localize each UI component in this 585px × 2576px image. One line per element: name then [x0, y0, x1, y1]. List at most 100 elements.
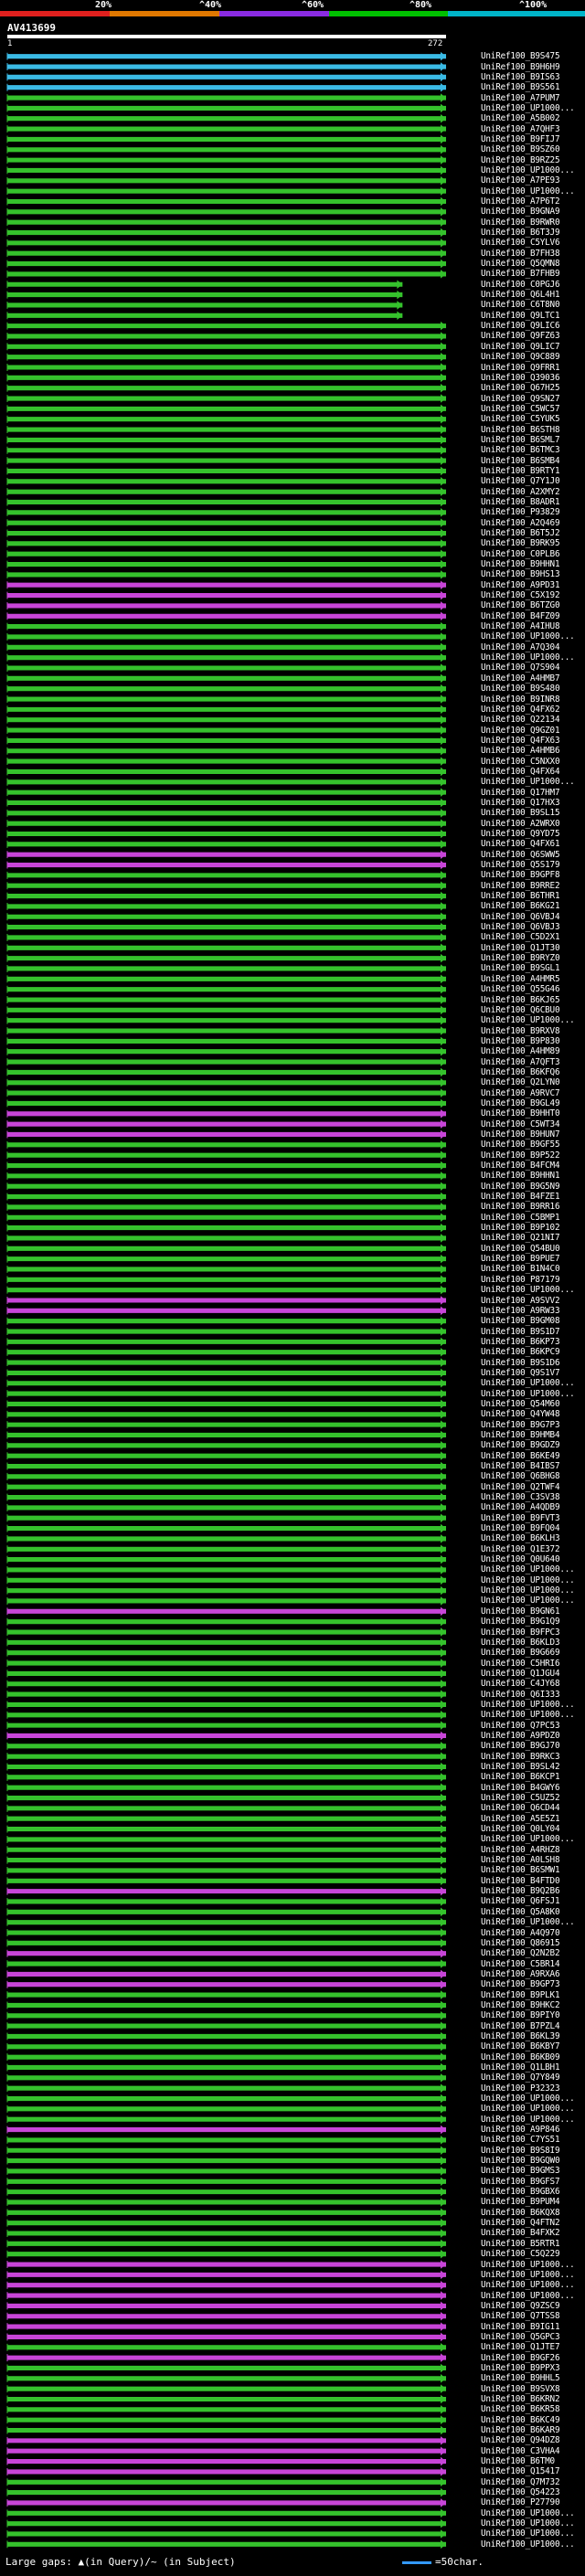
hit-label[interactable]: UniRef100_B7PZL4 [481, 2020, 560, 2031]
hit-label[interactable]: UniRef100_B4IBS7 [481, 1461, 560, 1471]
hit-label[interactable]: UniRef100_A9PD31 [481, 579, 560, 590]
hit-label[interactable]: UniRef100_UP1000... [481, 1585, 575, 1596]
hit-label[interactable]: UniRef100_B9IS63 [481, 71, 560, 82]
hit-label[interactable]: UniRef100_B9S480 [481, 684, 560, 694]
hit-label[interactable]: UniRef100_B9HUN7 [481, 1129, 560, 1140]
hit-label[interactable]: UniRef100_Q39036 [481, 372, 560, 383]
hit-label[interactable]: UniRef100_C6T8N0 [481, 300, 560, 311]
hit-label[interactable]: UniRef100_B9PLK1 [481, 1989, 560, 2000]
hit-label[interactable]: UniRef100_Q7TSS8 [481, 2311, 560, 2322]
hit-label[interactable]: UniRef100_B9GBX6 [481, 2187, 560, 2198]
hit-label[interactable]: UniRef100_B9GDZ9 [481, 1440, 560, 1451]
hit-label[interactable]: UniRef100_C5YUK5 [481, 414, 560, 425]
hit-label[interactable]: UniRef100_Q7S904 [481, 663, 560, 673]
hit-label[interactable]: UniRef100_A4IHU8 [481, 621, 560, 632]
hit-label[interactable]: UniRef100_A5B002 [481, 113, 560, 124]
hit-label[interactable]: UniRef100_B7FH38 [481, 248, 560, 259]
hit-label[interactable]: UniRef100_B9G669 [481, 1648, 560, 1659]
hit-label[interactable]: UniRef100_UP1000... [481, 1574, 575, 1585]
hit-label[interactable]: UniRef100_B4FCM4 [481, 1161, 560, 1171]
hit-label[interactable]: UniRef100_B9GN61 [481, 1606, 560, 1617]
hit-label[interactable]: UniRef100_C5D2X1 [481, 932, 560, 943]
hit-label[interactable]: UniRef100_B9GP73 [481, 1979, 560, 1990]
hit-label[interactable]: UniRef100_B6KR58 [481, 2404, 560, 2415]
hit-label[interactable]: UniRef100_B6KLH3 [481, 1533, 560, 1544]
hit-label[interactable]: UniRef100_B6KRN2 [481, 2394, 560, 2404]
hit-label[interactable]: UniRef100_B6KE49 [481, 1450, 560, 1461]
hit-label[interactable]: UniRef100_B9FPC3 [481, 1627, 560, 1638]
hit-label[interactable]: UniRef100_B9GF55 [481, 1140, 560, 1150]
hit-label[interactable]: UniRef100_Q9FZ63 [481, 331, 560, 342]
hit-label[interactable]: UniRef100_Q6CD44 [481, 1803, 560, 1814]
hit-label[interactable]: UniRef100_B9P830 [481, 1035, 560, 1046]
hit-label[interactable]: UniRef100_C5BMP1 [481, 1212, 560, 1223]
hit-label[interactable]: UniRef100_Q5GPC3 [481, 2331, 560, 2342]
hit-label[interactable]: UniRef100_B6KQX8 [481, 2207, 560, 2218]
hit-label[interactable]: UniRef100_B6T5J2 [481, 528, 560, 538]
hit-label[interactable]: UniRef100_Q7Y849 [481, 2072, 560, 2083]
hit-label[interactable]: UniRef100_Q9SN27 [481, 393, 560, 404]
hit-label[interactable]: UniRef100_Q6VBJ4 [481, 911, 560, 922]
hit-label[interactable]: UniRef100_A0LSH8 [481, 1855, 560, 1866]
hit-label[interactable]: UniRef100_Q1JGU4 [481, 1668, 560, 1679]
hit-label[interactable]: UniRef100_UP1000... [481, 1378, 575, 1389]
hit-label[interactable]: UniRef100_B9Q2B6 [481, 1886, 560, 1897]
hit-label[interactable]: UniRef100_A2WRX0 [481, 818, 560, 829]
hit-label[interactable]: UniRef100_Q17HM7 [481, 787, 560, 798]
hit-label[interactable]: UniRef100_Q6L4H1 [481, 290, 560, 301]
hit-label[interactable]: UniRef100_B9S561 [481, 82, 560, 93]
hit-label[interactable]: UniRef100_B9RKC3 [481, 1751, 560, 1762]
hit-label[interactable]: UniRef100_B6SMW1 [481, 1865, 560, 1876]
hit-label[interactable]: UniRef100_B6KBY7 [481, 2041, 560, 2052]
hit-label[interactable]: UniRef100_C5NXX0 [481, 756, 560, 767]
hit-label[interactable]: UniRef100_B9P102 [481, 1223, 560, 1234]
hit-label[interactable]: UniRef100_B9HKC2 [481, 1999, 560, 2010]
hit-label[interactable]: UniRef100_B6TZG0 [481, 600, 560, 611]
hit-label[interactable]: UniRef100_UP1000... [481, 1710, 575, 1721]
hit-label[interactable]: UniRef100_B4GWY6 [481, 1782, 560, 1793]
hit-label[interactable]: UniRef100_B6KJ65 [481, 994, 560, 1005]
hit-label[interactable]: UniRef100_A7QFT3 [481, 1056, 560, 1067]
hit-label[interactable]: UniRef100_B6KFQ6 [481, 1066, 560, 1077]
hit-label[interactable]: UniRef100_B6KL39 [481, 2030, 560, 2041]
hit-label[interactable]: UniRef100_B6T3J9 [481, 228, 560, 239]
hit-label[interactable]: UniRef100_Q5S179 [481, 860, 560, 871]
hit-label[interactable]: UniRef100_B5RTR1 [481, 2238, 560, 2249]
hit-label[interactable]: UniRef100_UP1000... [481, 2518, 575, 2529]
hit-label[interactable]: UniRef100_A4HM89 [481, 1046, 560, 1057]
hit-label[interactable]: UniRef100_A4Q970 [481, 1927, 560, 1938]
hit-label[interactable]: UniRef100_Q54223 [481, 2487, 560, 2498]
hit-label[interactable]: UniRef100_B9SZ60 [481, 144, 560, 155]
hit-label[interactable]: UniRef100_UP1000... [481, 1595, 575, 1606]
hit-label[interactable]: UniRef100_Q94DZ8 [481, 2435, 560, 2446]
hit-label[interactable]: UniRef100_Q6FSJ1 [481, 1896, 560, 1907]
hit-label[interactable]: UniRef100_A9P846 [481, 2125, 560, 2136]
hit-label[interactable]: UniRef100_Q9YD75 [481, 829, 560, 839]
hit-label[interactable]: UniRef100_A4QDB9 [481, 1502, 560, 1513]
hit-label[interactable]: UniRef100_Q9ZSC9 [481, 2300, 560, 2311]
hit-label[interactable]: UniRef100_B9GFS7 [481, 2176, 560, 2187]
hit-label[interactable]: UniRef100_B6KAR9 [481, 2425, 560, 2436]
hit-label[interactable]: UniRef100_UP1000... [481, 1285, 575, 1296]
hit-label[interactable]: UniRef100_Q0U640 [481, 1554, 560, 1565]
hit-label[interactable]: UniRef100_B9HHL5 [481, 2373, 560, 2384]
hit-label[interactable]: UniRef100_Q6SWW5 [481, 849, 560, 860]
hit-label[interactable]: UniRef100_B9PIY0 [481, 2010, 560, 2021]
hit-label[interactable]: UniRef100_Q15417 [481, 2466, 560, 2477]
hit-label[interactable]: UniRef100_C5WT34 [481, 1118, 560, 1129]
hit-label[interactable]: UniRef100_C5Q229 [481, 2249, 560, 2260]
hit-label[interactable]: UniRef100_UP1000... [481, 2290, 575, 2301]
hit-label[interactable]: UniRef100_B4FZ09 [481, 610, 560, 621]
hit-label[interactable]: UniRef100_B9HMB4 [481, 1429, 560, 1440]
hit-label[interactable]: UniRef100_Q86915 [481, 1937, 560, 1948]
hit-label[interactable]: UniRef100_B4FTD0 [481, 1875, 560, 1886]
hit-label[interactable]: UniRef100_C0PGJ6 [481, 279, 560, 290]
hit-label[interactable]: UniRef100_UP1000... [481, 102, 575, 113]
hit-label[interactable]: UniRef100_B6TM0 [481, 2456, 555, 2467]
hit-label[interactable]: UniRef100_Q22134 [481, 715, 560, 726]
hit-label[interactable]: UniRef100_B9S1D6 [481, 1357, 560, 1368]
hit-label[interactable]: UniRef100_C5YLV6 [481, 238, 560, 249]
hit-label[interactable]: UniRef100_A4RHZ8 [481, 1844, 560, 1855]
hit-label[interactable]: UniRef100_C4JY68 [481, 1679, 560, 1690]
hit-label[interactable]: UniRef100_B9HHT0 [481, 1108, 560, 1119]
